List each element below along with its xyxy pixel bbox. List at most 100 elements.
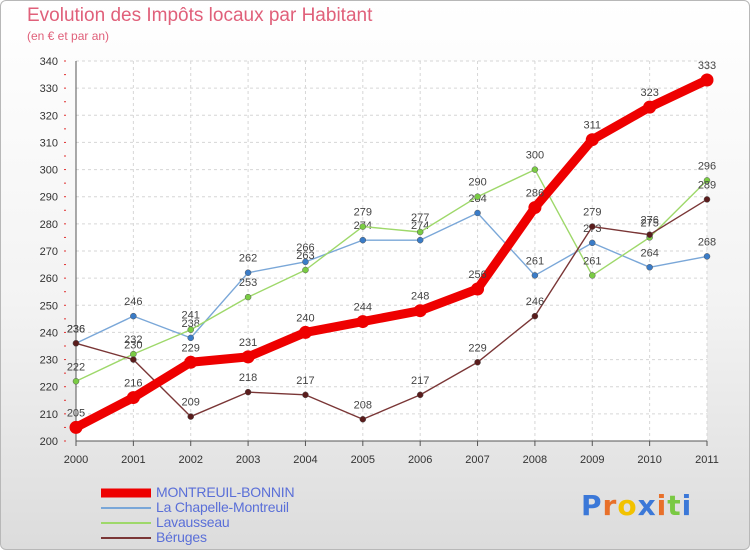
y-tick-label: 320 xyxy=(40,110,58,122)
data-point-la-chapelle-montreuil xyxy=(646,264,653,271)
data-point-lavausseau xyxy=(72,378,80,385)
x-tick-label: 2009 xyxy=(580,454,604,466)
data-label-lavausseau: 263 xyxy=(296,250,314,262)
data-label-montreuil-bonnin: 323 xyxy=(640,87,658,99)
data-point-beruges xyxy=(646,231,653,238)
x-tick-label: 2002 xyxy=(178,454,202,466)
data-label-lavausseau: 241 xyxy=(182,310,200,322)
data-point-beruges xyxy=(589,223,596,230)
data-label-beruges: 279 xyxy=(583,207,601,219)
y-tick-label: 330 xyxy=(40,83,58,95)
data-label-beruges: 289 xyxy=(698,179,716,191)
data-point-beruges xyxy=(359,416,367,423)
data-label-beruges: 229 xyxy=(468,342,486,354)
y-tick-label: 230 xyxy=(40,355,58,367)
y-tick-label: 250 xyxy=(40,300,58,312)
logo-letter: o xyxy=(617,489,638,522)
data-label-la-chapelle-montreuil: 236 xyxy=(67,323,85,335)
data-point-lavausseau xyxy=(416,228,424,236)
data-point-beruges xyxy=(72,340,80,347)
y-tick-label: 280 xyxy=(40,219,58,231)
data-label-la-chapelle-montreuil: 266 xyxy=(296,242,314,254)
y-tick-label: 300 xyxy=(40,165,58,177)
x-tick-label: 2005 xyxy=(351,454,375,466)
data-point-montreuil-bonnin xyxy=(356,315,370,329)
data-label-beruges: 218 xyxy=(239,372,257,384)
data-label-lavausseau: 253 xyxy=(239,277,257,289)
data-label-beruges: 209 xyxy=(182,397,200,409)
logo-letter: i xyxy=(656,489,668,522)
data-point-montreuil-bonnin xyxy=(241,350,255,364)
data-point-montreuil-bonnin xyxy=(585,133,599,147)
data-label-montreuil-bonnin: 216 xyxy=(124,378,142,390)
y-tick-label: 260 xyxy=(40,273,58,285)
legend-swatch-beruges xyxy=(101,536,151,539)
logo-letter: x xyxy=(637,489,657,522)
legend-label-montreuil-bonnin: MONTREUIL-BONNIN xyxy=(156,484,295,500)
data-point-la-chapelle-montreuil xyxy=(474,209,481,217)
legend-item-la-chapelle-montreuil: La Chapelle-Montreuil xyxy=(101,499,401,515)
data-point-la-chapelle-montreuil xyxy=(416,236,424,244)
data-point-beruges xyxy=(187,413,194,420)
y-tick-label: 240 xyxy=(40,327,58,339)
data-point-montreuil-bonnin xyxy=(69,420,83,434)
data-label-lavausseau: 261 xyxy=(583,255,601,267)
logo-letter: t xyxy=(667,489,682,522)
data-label-lavausseau: 277 xyxy=(411,212,429,224)
legend-item-lavausseau: Lavausseau xyxy=(101,514,401,530)
data-label-la-chapelle-montreuil: 246 xyxy=(124,296,142,308)
x-tick-label: 2003 xyxy=(236,454,260,466)
data-label-la-chapelle-montreuil: 264 xyxy=(640,247,658,259)
data-label-montreuil-bonnin: 286 xyxy=(526,188,544,200)
data-label-lavausseau: 275 xyxy=(640,217,658,229)
chart-subtitle: (en € et par an) xyxy=(27,29,110,43)
data-point-la-chapelle-montreuil xyxy=(244,269,252,276)
data-point-montreuil-bonnin xyxy=(184,355,198,369)
x-tick-label: 2011 xyxy=(695,454,719,466)
y-tick-label: 200 xyxy=(40,436,58,448)
data-point-beruges xyxy=(130,356,137,363)
data-point-la-chapelle-montreuil xyxy=(359,236,367,244)
data-point-lavausseau xyxy=(130,350,137,358)
legend-label-la-chapelle-montreuil: La Chapelle-Montreuil xyxy=(156,499,289,515)
data-point-la-chapelle-montreuil xyxy=(589,239,596,247)
logo-letter: i xyxy=(681,489,693,522)
plot-area xyxy=(76,61,707,441)
legend-item-montreuil-bonnin: MONTREUIL-BONNIN xyxy=(101,484,401,500)
data-point-beruges xyxy=(531,312,539,320)
logo-letter: P xyxy=(581,489,603,522)
data-label-lavausseau: 300 xyxy=(526,150,544,162)
x-tick-label: 2001 xyxy=(121,454,145,466)
legend-label-beruges: Béruges xyxy=(156,529,207,545)
data-label-montreuil-bonnin: 244 xyxy=(354,302,372,314)
data-point-montreuil-bonnin xyxy=(528,201,542,215)
data-label-lavausseau: 279 xyxy=(354,207,372,219)
data-label-lavausseau: 296 xyxy=(698,160,716,172)
data-label-montreuil-bonnin: 311 xyxy=(583,120,601,132)
data-point-lavausseau xyxy=(359,223,367,230)
chart-title: Evolution des Impôts locaux par Habitant xyxy=(27,5,373,26)
data-point-montreuil-bonnin xyxy=(700,73,714,87)
y-tick-label: 290 xyxy=(40,192,58,204)
data-point-lavausseau xyxy=(589,272,596,279)
data-point-montreuil-bonnin xyxy=(126,391,140,405)
data-point-lavausseau xyxy=(474,193,481,200)
data-label-montreuil-bonnin: 256 xyxy=(468,269,486,281)
data-point-la-chapelle-montreuil xyxy=(703,253,711,260)
series-line-montreuil-bonnin xyxy=(71,75,712,432)
data-point-montreuil-bonnin xyxy=(643,100,657,114)
data-label-montreuil-bonnin: 248 xyxy=(411,291,429,303)
data-point-la-chapelle-montreuil xyxy=(302,258,309,266)
data-point-lavausseau xyxy=(703,177,711,184)
data-label-beruges: 208 xyxy=(354,399,372,411)
data-label-beruges: 276 xyxy=(640,215,658,227)
x-tick-label: 2008 xyxy=(523,454,547,466)
data-label-lavausseau: 222 xyxy=(67,361,85,373)
logo-letter: r xyxy=(602,489,618,522)
data-label-beruges: 217 xyxy=(296,375,314,387)
data-point-montreuil-bonnin xyxy=(413,304,427,318)
legend-swatch-la-chapelle-montreuil xyxy=(101,506,151,509)
data-label-montreuil-bonnin: 205 xyxy=(67,407,85,419)
y-tick-label: 340 xyxy=(40,56,58,68)
